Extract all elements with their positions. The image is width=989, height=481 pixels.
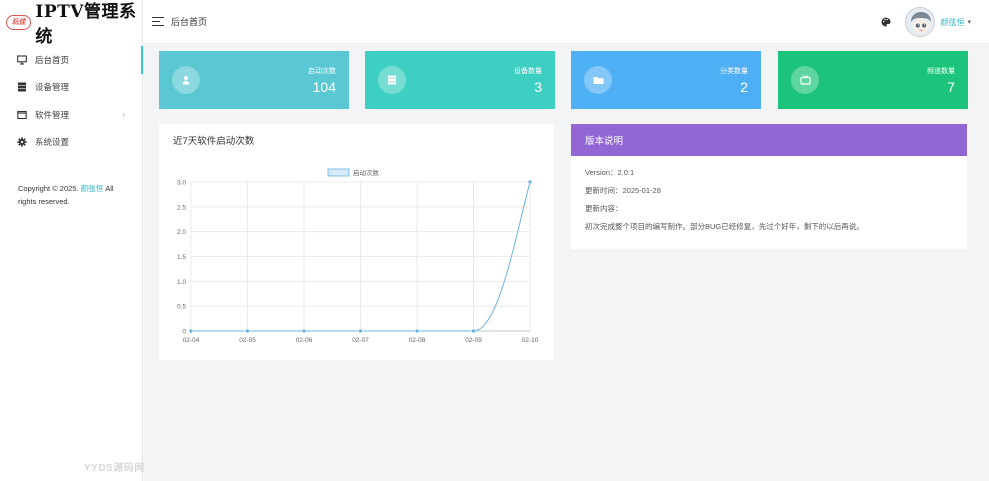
x-tick-label: 02-10 [522, 337, 539, 344]
sidebar-item-dashboard[interactable]: 后台首页 [0, 46, 143, 74]
data-point [188, 328, 194, 334]
window-icon [17, 110, 27, 120]
chart-panel: 近7天软件启动次数 0 0.5 1.0 1.5 2.0 2.5 3.0 02-04 02-05 0… [159, 124, 554, 360]
data-point [301, 328, 307, 334]
series-line [191, 181, 531, 332]
version-panel: 版本说明 Version：2.0.1 更新时间：2025-01-28 更新内容：… [571, 124, 967, 249]
x-tick-label: 02-04 [183, 337, 200, 344]
sidebar-item-label: 系统设置 [35, 137, 70, 148]
stat-label: 频道数量 [927, 68, 955, 75]
copyright: Copyright © 2025. 颜弦恒 All rights reserve… [0, 156, 142, 208]
folder-icon [584, 66, 612, 94]
version-panel-title: 版本说明 [571, 124, 967, 156]
app-logo[interactable]: 玩佳 IPTV管理系统 [0, 0, 142, 47]
y-tick-label: 3.0 [177, 180, 186, 187]
monitor-icon [17, 55, 27, 65]
x-tick-label: 02-07 [352, 337, 369, 344]
y-tick-label: 1.0 [177, 279, 186, 286]
stat-label: 设备数量 [514, 68, 542, 75]
y-tick-label: 0 [182, 329, 186, 336]
update-time: 更新时间：2025-01-28 [585, 186, 661, 195]
stat-card-launches: 启动次数 104 [159, 51, 349, 109]
y-tick-label: 1.5 [177, 254, 186, 261]
data-point [527, 179, 533, 185]
x-tick-label: 02-05 [239, 337, 256, 344]
top-header: 后台首页 颜弦恒 ▾ [143, 0, 989, 44]
sidebar-item-label: 设备管理 [35, 82, 70, 93]
user-icon [172, 66, 200, 94]
gear-icon [17, 137, 27, 147]
update-content-label: 更新内容： [585, 204, 623, 213]
y-tick-label: 2.0 [177, 229, 186, 236]
update-content: 初次完成整个项目的编写制作。部分BUG已经修复，先过个好年，剩下的以后再说。 [585, 222, 864, 231]
stat-value: 3 [534, 79, 542, 95]
legend-swatch [327, 168, 350, 177]
palette-icon[interactable] [881, 17, 891, 27]
stat-card-devices: 设备数量 3 [365, 51, 555, 109]
stat-value: 104 [312, 79, 336, 95]
avatar[interactable] [905, 7, 936, 37]
server-icon [378, 66, 406, 94]
server-icon [17, 82, 27, 92]
data-point [245, 328, 250, 334]
stat-value: 2 [740, 79, 748, 95]
stat-card-categories: 分类数量 2 [571, 51, 761, 109]
header-right: 颜弦恒 ▾ [881, 0, 971, 44]
x-tick-label: 02-09 [465, 337, 482, 344]
data-point [471, 328, 476, 334]
copyright-suffix: All rights reserved. [18, 184, 114, 206]
chart-panel-title: 近7天软件启动次数 [173, 136, 255, 147]
sidebar-item-label: 软件管理 [35, 109, 70, 120]
stat-label: 分类数量 [720, 68, 748, 75]
y-tick-label: 0.5 [177, 304, 186, 311]
caret-down-icon[interactable]: ▾ [967, 19, 971, 26]
launch-count-chart: 0 0.5 1.0 1.5 2.0 2.5 3.0 02-04 02-05 02-06 02-07 0… [177, 168, 539, 344]
menu-toggle-icon[interactable] [152, 16, 164, 27]
version-number: Version：2.0.1 [585, 168, 635, 177]
data-point [358, 328, 363, 334]
tv-icon [791, 66, 819, 94]
legend-label: 启动次数 [353, 168, 380, 177]
sidebar-menu: 后台首页 设备管理 软件管理 › 系统设置 [0, 46, 143, 157]
stat-label: 启动次数 [308, 68, 336, 75]
copyright-author-link[interactable]: 颜弦恒 [80, 184, 104, 193]
user-name[interactable]: 颜弦恒 [940, 17, 965, 27]
sidebar-item-label: 后台首页 [35, 54, 70, 65]
x-tick-label: 02-06 [296, 337, 313, 344]
chevron-right-icon: › [122, 110, 125, 120]
breadcrumb: 后台首页 [171, 17, 208, 27]
watermark: YYDS源码网 [84, 463, 145, 474]
x-tick-label: 02-08 [409, 337, 426, 344]
sidebar-item-software[interactable]: 软件管理 › [0, 101, 142, 129]
sidebar: 玩佳 IPTV管理系统 后台首页 设备管理 软件管理 › 系统设置 [0, 0, 143, 481]
sidebar-item-devices[interactable]: 设备管理 [0, 74, 142, 102]
y-tick-label: 2.5 [177, 204, 186, 211]
stat-value: 7 [947, 79, 955, 95]
copyright-prefix: Copyright © 2025. [18, 184, 79, 193]
logo-text: IPTV管理系统 [35, 2, 137, 47]
version-body: Version：2.0.1 更新时间：2025-01-28 更新内容： 初次完成… [571, 156, 967, 244]
stat-card-channels: 频道数量 7 [778, 51, 968, 109]
logo-badge: 玩佳 [6, 14, 32, 30]
sidebar-item-settings[interactable]: 系统设置 [0, 129, 142, 157]
data-point [414, 328, 420, 334]
